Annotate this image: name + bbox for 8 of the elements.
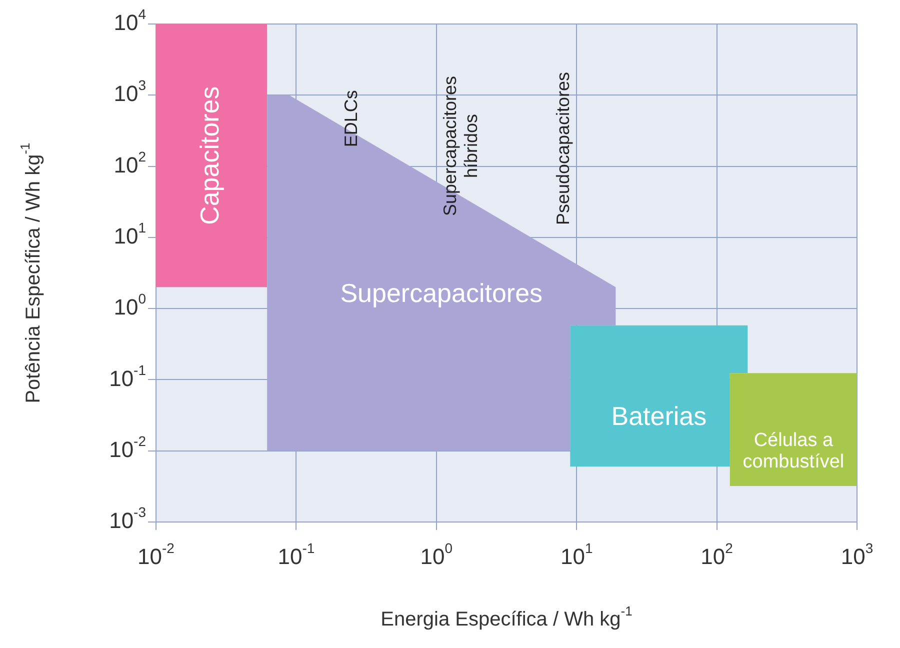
y-axis-title: Potência Específica / Wh kg-1 [18, 142, 45, 404]
annotation: EDLCs [341, 90, 362, 148]
series-label: Capacitores [194, 86, 225, 225]
series-label: Baterias [611, 401, 707, 432]
series-label: Células a combustível [742, 430, 844, 473]
annotation: Pseudocapacitores [552, 72, 573, 226]
series-label: Supercapacitores [340, 278, 543, 308]
annotation: Supercapacitores híbridos [440, 76, 482, 216]
